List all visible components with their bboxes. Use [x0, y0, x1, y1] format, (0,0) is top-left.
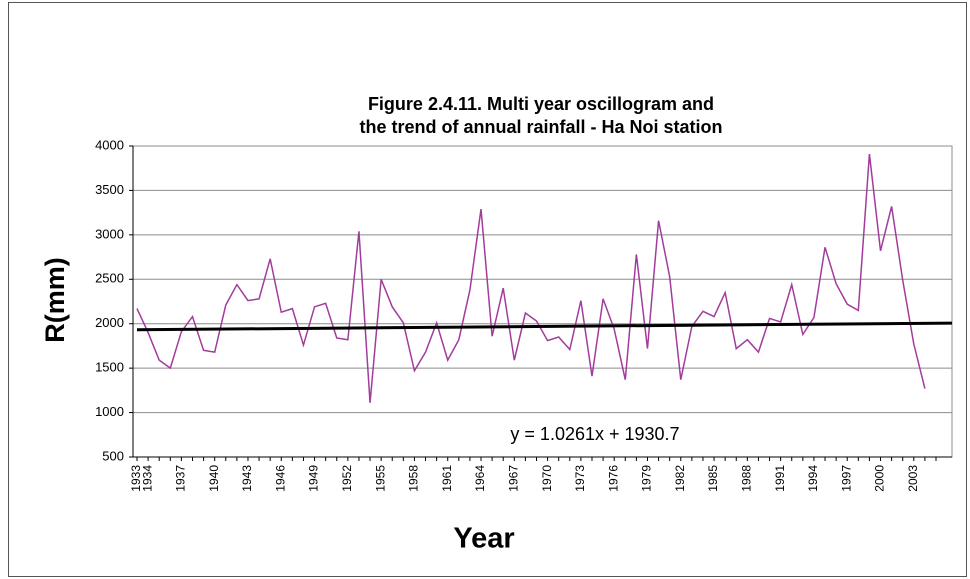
x-tick-label: 1955: [373, 465, 387, 492]
x-tick-label: 1991: [773, 465, 787, 492]
y-tick-label: 1000: [95, 404, 124, 419]
y-axis-label: R(mm): [40, 257, 70, 343]
y-tick-label: 2000: [95, 315, 124, 330]
x-tick-label: 1973: [573, 465, 587, 492]
plot-area: [132, 145, 953, 458]
chart-title: Figure 2.4.11. Multi year oscillogram an…: [368, 94, 714, 114]
x-tick-label: 2003: [906, 465, 920, 492]
x-tick-label: 1952: [340, 465, 354, 492]
x-tick-label: 1934: [140, 465, 154, 492]
x-tick-label: 1967: [506, 465, 520, 492]
x-tick-label: 1937: [174, 465, 188, 492]
y-tick-label: 500: [102, 448, 124, 463]
x-tick-label: 1949: [307, 465, 321, 492]
x-tick-label: 1997: [839, 465, 853, 492]
x-tick-label: 2000: [873, 465, 887, 492]
x-tick-label: 1946: [273, 465, 287, 492]
y-tick-label: 2500: [95, 271, 124, 286]
y-tick-label: 3000: [95, 226, 124, 241]
x-tick-label: 1979: [640, 465, 654, 492]
x-tick-label: 1976: [606, 465, 620, 492]
trend-equation: y = 1.0261x + 1930.7: [510, 424, 679, 444]
x-axis-label: Year: [453, 523, 514, 555]
x-tick-label: 1970: [540, 465, 554, 492]
x-tick-label: 1943: [240, 465, 254, 492]
y-tick-label: 4000: [95, 137, 124, 152]
x-tick-label: 1982: [673, 465, 687, 492]
x-tick-label: 1933: [129, 465, 143, 492]
y-tick-label: 1500: [95, 360, 124, 375]
x-tick-label: 1988: [740, 465, 754, 492]
x-tick-label: 1964: [473, 465, 487, 492]
chart-title: the trend of annual rainfall - Ha Noi st…: [359, 117, 722, 137]
y-tick-label: 3500: [95, 182, 124, 197]
x-tick-label: 1961: [440, 465, 454, 492]
trend-line: [136, 321, 953, 332]
x-tick-label: 1958: [407, 465, 421, 492]
x-tick-label: 1994: [806, 465, 820, 492]
x-tick-label: 1985: [706, 465, 720, 492]
x-tick-label: 1940: [207, 465, 221, 492]
data-line: [136, 153, 926, 403]
